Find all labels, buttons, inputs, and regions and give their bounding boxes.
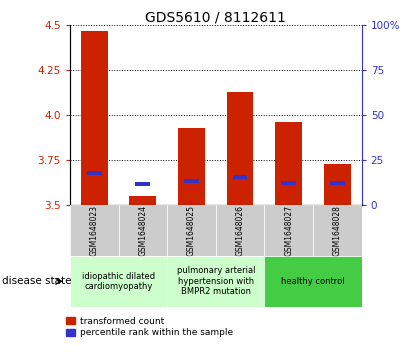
Text: GSM1648028: GSM1648028 xyxy=(333,205,342,256)
Text: GSM1648023: GSM1648023 xyxy=(90,205,99,256)
Text: idiopathic dilated
cardiomyopathy: idiopathic dilated cardiomyopathy xyxy=(82,272,155,291)
Bar xyxy=(136,182,150,185)
Bar xyxy=(118,205,167,256)
Bar xyxy=(264,205,313,256)
Text: disease state: disease state xyxy=(2,276,72,286)
Bar xyxy=(70,256,167,307)
Bar xyxy=(264,256,362,307)
Text: GSM1648024: GSM1648024 xyxy=(139,205,147,256)
Bar xyxy=(216,205,264,256)
Bar xyxy=(87,171,102,175)
Bar xyxy=(81,31,108,205)
Text: GSM1648025: GSM1648025 xyxy=(187,205,196,256)
Bar xyxy=(330,181,345,185)
Text: healthy control: healthy control xyxy=(281,277,345,286)
Bar xyxy=(282,181,296,185)
Legend: transformed count, percentile rank within the sample: transformed count, percentile rank withi… xyxy=(66,317,233,337)
Bar xyxy=(313,205,362,256)
Text: GSM1648026: GSM1648026 xyxy=(236,205,245,256)
Bar xyxy=(167,205,216,256)
Text: GSM1648027: GSM1648027 xyxy=(284,205,293,256)
Bar xyxy=(233,175,247,179)
Title: GDS5610 / 8112611: GDS5610 / 8112611 xyxy=(145,10,286,24)
Bar xyxy=(178,128,205,205)
Bar xyxy=(167,256,264,307)
Bar xyxy=(324,164,351,205)
Text: pulmonary arterial
hypertension with
BMPR2 mutation: pulmonary arterial hypertension with BMP… xyxy=(177,266,255,296)
Bar xyxy=(129,196,156,205)
Bar xyxy=(70,205,118,256)
Bar xyxy=(275,122,302,205)
Bar xyxy=(184,179,199,183)
Bar xyxy=(227,92,254,205)
